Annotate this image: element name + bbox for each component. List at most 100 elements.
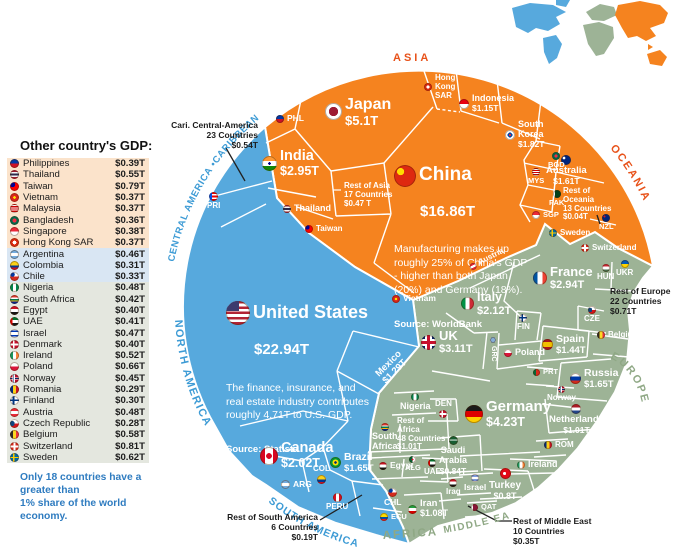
egypt-cell-flag-icon bbox=[379, 461, 387, 470]
cell-united-states: United States $22.94T The finance, insur… bbox=[226, 283, 369, 473]
cell-netherlands: Netherlands $1.01T bbox=[549, 404, 604, 436]
cell-pri: PRI bbox=[207, 192, 220, 211]
cell-rest-of-oceania: Rest of Oceania 13 Countries $0.04T bbox=[563, 186, 612, 222]
nigeria-cell-flag-icon bbox=[411, 393, 420, 401]
cell-china: China $16.86T Manufacturing makes up rou… bbox=[394, 147, 527, 348]
cell-thailand: Thailand bbox=[283, 203, 331, 214]
cell-rom: ROM bbox=[544, 440, 574, 450]
malaysia-flag-icon bbox=[10, 204, 19, 214]
hong-kong-sar-flag-icon bbox=[424, 83, 432, 92]
poland-flag-icon bbox=[10, 362, 19, 372]
cell-phl: PHL bbox=[276, 113, 304, 123]
gdp-row-denmark: Denmark $0.40T bbox=[7, 338, 149, 351]
cell-ukr: UKR bbox=[616, 260, 633, 278]
netherlands-flag-icon bbox=[571, 404, 582, 414]
spain-flag-icon bbox=[542, 339, 553, 351]
puerto-rico-flag-icon bbox=[209, 192, 219, 201]
panel-title: Other country's GDP: bbox=[20, 138, 153, 153]
cell-uk: UK $3.11T bbox=[421, 328, 473, 355]
south-korea-flag-icon bbox=[505, 129, 515, 140]
ireland-cell-flag-icon bbox=[517, 460, 525, 469]
gdp-row-malaysia: Malaysia $0.37T bbox=[7, 203, 149, 215]
callout-cari-central-america: Cari. Central-America 23 Countries $0.54… bbox=[171, 120, 258, 151]
cell-prt: PRT bbox=[533, 367, 558, 376]
belgium-flag-icon bbox=[10, 430, 19, 440]
south-africa-cell-flag-icon bbox=[380, 423, 389, 431]
cell-saudi-arabia: Saudi Arabia $0.84T bbox=[439, 436, 467, 476]
hungary-flag-icon bbox=[601, 264, 610, 272]
cell-fin: FIN bbox=[517, 314, 530, 332]
austria-flag-icon bbox=[10, 407, 19, 417]
finland-cell-flag-icon bbox=[519, 314, 528, 322]
gdp-row-czech-republic: Czech Republic $0.28T bbox=[7, 417, 149, 430]
sweden-cell-flag-icon bbox=[549, 229, 557, 238]
greece-flag-icon bbox=[490, 337, 497, 343]
cell-south-africa: South Africa bbox=[372, 423, 398, 452]
new-zealand-flag-icon bbox=[602, 214, 611, 222]
qatar-flag-icon bbox=[471, 503, 478, 511]
switzerland-flag-icon bbox=[10, 441, 19, 451]
cell-japan: Japan $5.1T bbox=[325, 96, 391, 128]
belgium-cell-flag-icon bbox=[597, 331, 605, 340]
switzerland-cell-flag-icon bbox=[581, 244, 589, 253]
gdp-row-taiwan: Taiwan $0.79T bbox=[7, 180, 149, 192]
gdp-row-romania: Romania $0.29T bbox=[7, 383, 149, 396]
poland-cell-flag-icon bbox=[504, 348, 512, 357]
gdp-row-argentina: Argentina $0.46T bbox=[7, 248, 149, 260]
colombia-flag-icon bbox=[10, 260, 19, 270]
cell-mys: MYS bbox=[528, 168, 544, 185]
gdp-row-egypt: Egypt $0.40T bbox=[7, 304, 149, 317]
uae-cell-flag-icon bbox=[428, 459, 437, 467]
cell-peru: PERU bbox=[326, 493, 348, 512]
singapore-cell-flag-icon bbox=[532, 211, 540, 220]
cell-germany: Germany $4.23T bbox=[465, 398, 551, 429]
peru-flag-icon bbox=[332, 493, 342, 502]
gdp-row-bangladesh: Bangladesh $0.36T bbox=[7, 214, 149, 226]
cell-cze: CZE bbox=[584, 306, 600, 324]
denmark-flag-icon bbox=[10, 339, 19, 349]
czech-flag-icon bbox=[10, 418, 19, 428]
gdp-row-israel: Israel $0.47T bbox=[7, 327, 149, 339]
cell-alg: ALG bbox=[405, 456, 421, 472]
cell-den: DEN bbox=[435, 399, 452, 418]
uk-flag-icon bbox=[421, 334, 436, 350]
arc-label-asia: ASIA bbox=[393, 52, 431, 64]
gdp-row-nigeria: Nigeria $0.48T bbox=[7, 282, 149, 294]
colombia-cell-flag-icon bbox=[316, 474, 326, 484]
cell-sweden: Sweden bbox=[549, 228, 590, 238]
egypt-flag-icon bbox=[10, 306, 19, 315]
arc-label-africa: AFRICA bbox=[382, 526, 438, 542]
cell-russia: Russia $1.65T bbox=[570, 367, 618, 390]
nigeria-flag-icon bbox=[10, 283, 19, 293]
cell-nigeria: Nigeria bbox=[400, 393, 431, 412]
cell-switzerland: Switzerland bbox=[581, 243, 636, 253]
canada-flag-icon bbox=[260, 446, 278, 465]
gdp-row-thailand: Thailand $0.55T bbox=[7, 169, 149, 181]
romania-flag-icon bbox=[10, 385, 19, 395]
denmark-cell-flag-icon bbox=[439, 409, 448, 418]
gdp-row-norway: Norway $0.45T bbox=[7, 372, 149, 384]
germany-flag-icon bbox=[465, 405, 483, 424]
thailand-flag-icon bbox=[10, 170, 19, 180]
indonesia-flag-icon bbox=[459, 98, 469, 109]
cell-indonesia: Indonesia $1.15T bbox=[459, 93, 514, 113]
cell-qat: QAT bbox=[471, 502, 496, 511]
taiwan-cell-flag-icon bbox=[305, 225, 313, 234]
chile-flag-icon bbox=[10, 272, 19, 282]
cell-china-label: China bbox=[419, 164, 472, 186]
gdp-row-switzerland: Switzerland $0.81T bbox=[7, 440, 149, 452]
ecuador-flag-icon bbox=[380, 513, 388, 522]
cell-turkey: Turkey $0.8T bbox=[489, 468, 521, 502]
cell-grc: GRC bbox=[489, 337, 497, 362]
gdp-row-philippines: Philippines $0.39T bbox=[7, 158, 149, 170]
cell-south-korea: South Korea $1.82T bbox=[505, 119, 544, 149]
norway-cell-flag-icon bbox=[557, 386, 565, 393]
brazil-flag-icon bbox=[330, 457, 341, 469]
gdp-row-sweden: Sweden $0.62T bbox=[7, 451, 149, 464]
cell-rest-of-africa: Rest of Africa 48 Countries $1.01T bbox=[397, 416, 446, 452]
callout-leader-lines bbox=[225, 147, 601, 522]
saudi-arabia-flag-icon bbox=[448, 436, 458, 445]
argentina-cell-flag-icon bbox=[281, 480, 290, 490]
cell-hong-kong: Hong Kong SAR bbox=[424, 73, 455, 100]
other-countries-gdp-panel: Other country's GDP: Philippines $0.39T T… bbox=[7, 138, 153, 523]
